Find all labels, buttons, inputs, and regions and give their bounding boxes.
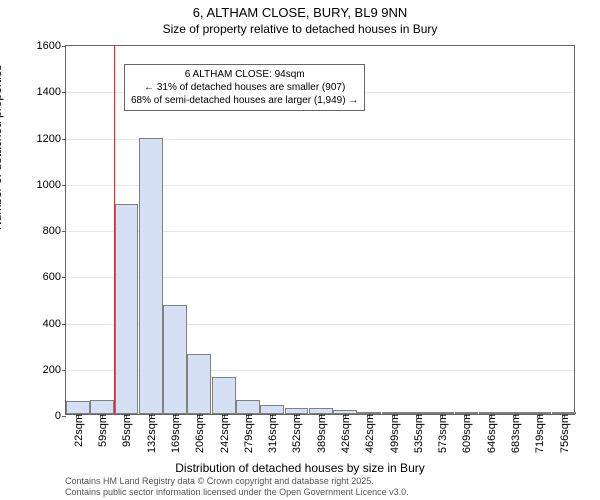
footer-line: Contains HM Land Registry data © Crown c… (65, 476, 409, 487)
y-tick-label: 200 (43, 364, 66, 376)
plot-area: 0200400600800100012001400160022sqm59sqm9… (65, 45, 575, 415)
annotation-line: 6 ALTHAM CLOSE: 94sqm (131, 68, 358, 81)
x-tick-label: 683sqm (508, 414, 522, 453)
y-axis-label: Number of detached properties (0, 65, 4, 230)
x-axis-label: Distribution of detached houses by size … (0, 461, 600, 475)
annotation-box: 6 ALTHAM CLOSE: 94sqm ← 31% of detached … (124, 64, 365, 111)
x-tick-label: 279sqm (241, 414, 255, 453)
y-tick-label: 600 (43, 271, 66, 283)
histogram-bar (212, 377, 236, 414)
histogram-bar (236, 400, 260, 414)
y-tick-label: 800 (43, 225, 66, 237)
y-tick-label: 1600 (37, 40, 66, 52)
x-tick-label: 206sqm (192, 414, 206, 453)
x-tick-label: 756sqm (557, 414, 571, 453)
histogram-bar (187, 354, 211, 414)
x-tick-label: 499sqm (387, 414, 401, 453)
x-tick-label: 573sqm (435, 414, 449, 453)
chart-subtitle: Size of property relative to detached ho… (0, 22, 600, 36)
histogram-bar (139, 138, 163, 414)
y-tick-label: 1400 (37, 86, 66, 98)
x-tick-label: 59sqm (95, 414, 109, 447)
x-tick-label: 316sqm (265, 414, 279, 453)
x-tick-label: 132sqm (144, 414, 158, 453)
x-tick-label: 242sqm (217, 414, 231, 453)
x-tick-label: 352sqm (289, 414, 303, 453)
y-tick-label: 0 (55, 410, 66, 422)
histogram-bar (115, 204, 139, 414)
footer-text: Contains HM Land Registry data © Crown c… (65, 476, 409, 498)
x-tick-label: 426sqm (338, 414, 352, 453)
x-tick-label: 95sqm (119, 414, 133, 447)
histogram-chart: 6, ALTHAM CLOSE, BURY, BL9 9NN Size of p… (0, 0, 600, 500)
property-marker-line (114, 46, 115, 414)
y-tick-label: 1000 (37, 179, 66, 191)
x-tick-label: 389sqm (314, 414, 328, 453)
annotation-line: ← 31% of detached houses are smaller (90… (131, 81, 358, 94)
chart-title: 6, ALTHAM CLOSE, BURY, BL9 9NN (0, 5, 600, 20)
x-tick-label: 719sqm (532, 414, 546, 453)
y-tick-label: 400 (43, 318, 66, 330)
x-tick-label: 609sqm (459, 414, 473, 453)
x-tick-label: 22sqm (71, 414, 85, 447)
x-tick-label: 535sqm (411, 414, 425, 453)
x-tick-label: 646sqm (484, 414, 498, 453)
annotation-line: 68% of semi-detached houses are larger (… (131, 94, 358, 107)
y-tick-label: 1200 (37, 133, 66, 145)
histogram-bar (90, 400, 114, 414)
histogram-bar (163, 305, 187, 414)
histogram-bar (66, 401, 90, 414)
x-tick-label: 462sqm (362, 414, 376, 453)
footer-line: Contains public sector information licen… (65, 487, 409, 498)
histogram-bar (260, 405, 284, 414)
x-tick-label: 169sqm (168, 414, 182, 453)
